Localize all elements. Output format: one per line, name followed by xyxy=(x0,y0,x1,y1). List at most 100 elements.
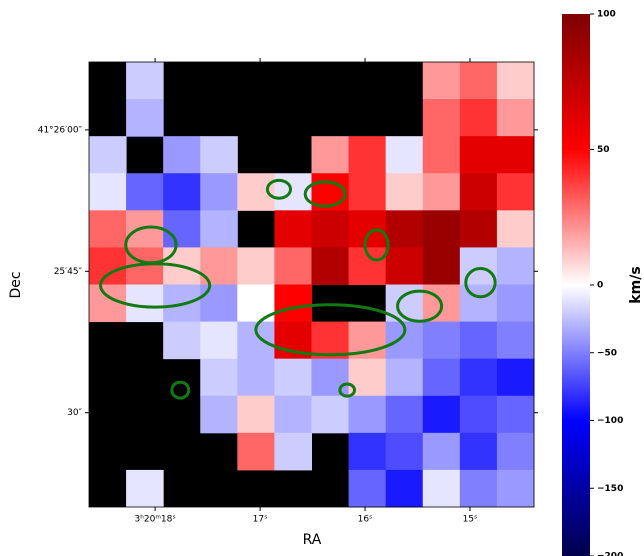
heatmap-cell xyxy=(496,247,535,285)
heatmap-cell xyxy=(348,395,387,434)
heatmap-cell xyxy=(422,210,461,248)
heatmap-cell xyxy=(496,284,535,323)
heatmap-cell xyxy=(422,469,461,508)
contour xyxy=(124,225,178,265)
colorbar-tick-label: 50 xyxy=(597,145,610,155)
heatmap-cell xyxy=(385,136,424,174)
heatmap-cell xyxy=(163,321,201,360)
heatmap-cell xyxy=(459,432,498,471)
colorbar-tick-label: −200 xyxy=(597,552,623,556)
contour xyxy=(265,178,293,200)
heatmap-cell xyxy=(422,62,461,100)
heatmap-cell xyxy=(385,432,424,471)
contour xyxy=(396,289,444,323)
heatmap-cell xyxy=(459,173,498,211)
heatmap-cell xyxy=(496,469,535,508)
contour xyxy=(363,228,390,262)
x-tick-label: 15ˢ xyxy=(463,515,478,525)
heatmap-cell xyxy=(348,136,387,174)
axes-frame xyxy=(88,61,535,508)
colorbar-tick-label: −150 xyxy=(597,484,623,494)
heatmap-cell xyxy=(385,395,424,434)
heatmap-cell xyxy=(496,99,535,137)
heatmap-cell xyxy=(496,358,535,397)
heatmap-cell xyxy=(163,136,201,174)
heatmap-cell xyxy=(126,284,164,323)
heatmap-cell xyxy=(126,173,164,211)
y-tick-label: 41°26′00″ xyxy=(38,125,83,135)
colorbar-label: km/s xyxy=(628,266,644,303)
heatmap-cell xyxy=(200,210,238,248)
heatmap-cell xyxy=(348,173,387,211)
heatmap-cell xyxy=(385,173,424,211)
colorbar-tick-label: −50 xyxy=(597,348,617,358)
heatmap-cell xyxy=(237,247,275,285)
contour xyxy=(303,180,347,208)
heatmap-cell xyxy=(126,469,164,508)
heatmap-cell xyxy=(237,432,275,471)
heatmap-cell xyxy=(274,395,312,434)
heatmap-cell xyxy=(274,284,312,323)
heatmap-cell xyxy=(459,395,498,434)
x-tick-label: 3ʰ20ᵐ18ˢ xyxy=(135,515,176,525)
heatmap-cell xyxy=(496,173,535,211)
heatmap-cell xyxy=(422,247,461,285)
heatmap-cell xyxy=(126,62,164,100)
heatmap-cell xyxy=(311,210,350,248)
heatmap-cell xyxy=(200,395,238,434)
heatmap-cell xyxy=(348,469,387,508)
heatmap-cell xyxy=(237,395,275,434)
y-axis-label: Dec xyxy=(8,271,24,298)
colorbar xyxy=(562,14,590,556)
heatmap-cell xyxy=(496,136,535,174)
colorbar-tick-label: 0 xyxy=(597,281,603,291)
heatmap-cell xyxy=(200,321,238,360)
heatmap-cell xyxy=(459,99,498,137)
colorbar-tick-label: −100 xyxy=(597,416,623,426)
heatmap-cell xyxy=(459,321,498,360)
heatmap-cell xyxy=(422,99,461,137)
contour xyxy=(338,382,357,398)
heatmap-cell xyxy=(496,210,535,248)
heatmap-cell xyxy=(459,136,498,174)
heatmap-cell xyxy=(311,395,350,434)
heatmap-cell xyxy=(89,210,127,248)
heatmap-cell xyxy=(459,62,498,100)
heatmap-cell xyxy=(385,469,424,508)
heatmap-cell xyxy=(496,321,535,360)
heatmap-cell xyxy=(274,210,312,248)
heatmap-cell xyxy=(385,358,424,397)
heatmap-cell xyxy=(274,432,312,471)
heatmap-cell xyxy=(348,432,387,471)
heatmap-cell xyxy=(311,358,350,397)
heatmap-cell xyxy=(200,358,238,397)
heatmap-cell xyxy=(163,173,201,211)
heatmap-cell xyxy=(422,358,461,397)
heatmap-cell xyxy=(496,62,535,100)
heatmap-cell xyxy=(422,432,461,471)
heatmap-cell xyxy=(496,432,535,471)
heatmap-cell xyxy=(200,173,238,211)
contour xyxy=(254,303,407,357)
x-tick-label: 16ˢ xyxy=(358,515,373,525)
y-tick-label: 25′45″ xyxy=(54,267,83,277)
heatmap-cell xyxy=(422,173,461,211)
heatmap-cell xyxy=(311,321,350,360)
heatmap-cell xyxy=(311,247,350,285)
heatmap-cell xyxy=(385,247,424,285)
heatmap-cell xyxy=(459,358,498,397)
heatmap-cell xyxy=(89,247,127,285)
heatmap-cell xyxy=(200,136,238,174)
heatmap-cell xyxy=(422,136,461,174)
heatmap-cell xyxy=(459,210,498,248)
heatmap-cell xyxy=(274,247,312,285)
heatmap-cell xyxy=(200,284,238,323)
heatmap-cell xyxy=(385,210,424,248)
y-tick-label: 30″ xyxy=(67,408,82,418)
heatmap-cell xyxy=(89,173,127,211)
heatmap-cell xyxy=(126,210,164,248)
colorbar-tick-label: 100 xyxy=(597,10,616,20)
heatmap-cell xyxy=(126,99,164,137)
heatmap-cell xyxy=(311,136,350,174)
